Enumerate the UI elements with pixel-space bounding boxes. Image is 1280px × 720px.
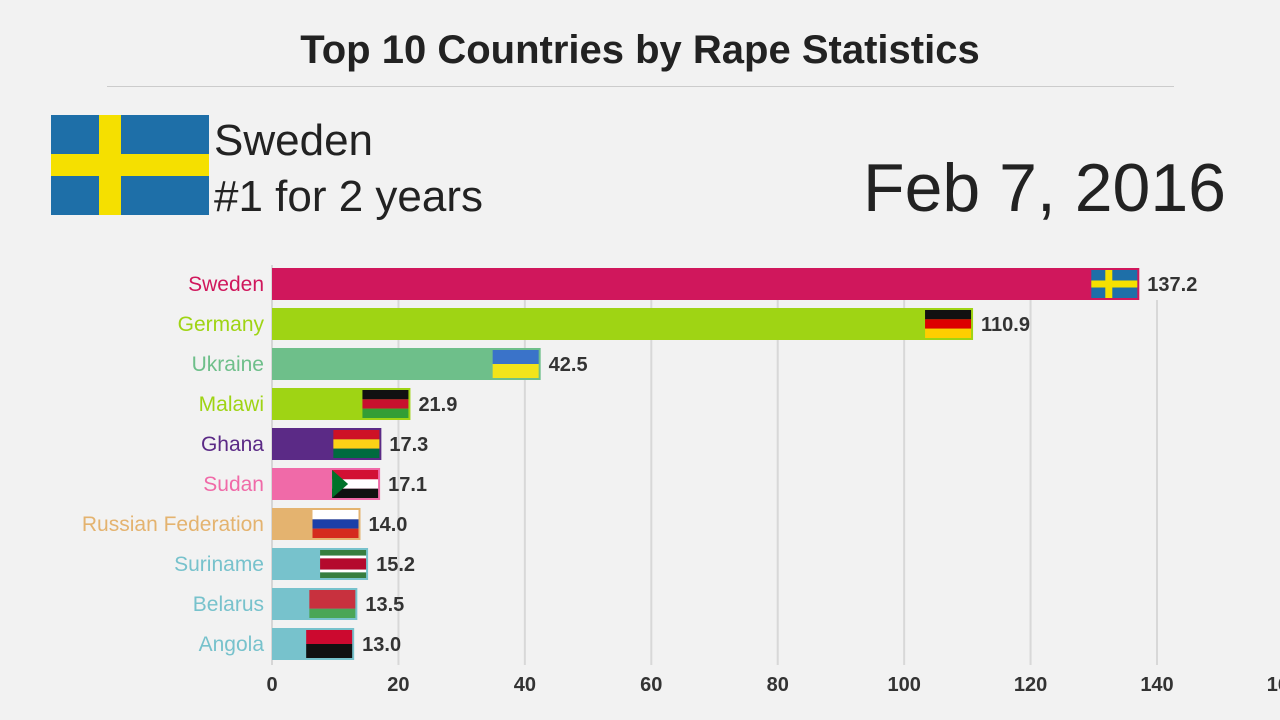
country-label: Germany <box>178 313 265 336</box>
value-label: 21.9 <box>418 394 457 416</box>
x-tick-label: 100 <box>887 674 920 696</box>
country-label: Russian Federation <box>82 513 264 536</box>
angola-flag-icon <box>306 630 353 658</box>
flag-part <box>332 488 379 498</box>
flag-part <box>925 328 972 338</box>
x-tick-label: 140 <box>1140 674 1173 696</box>
bar <box>272 308 974 340</box>
bar-row-suriname: Suriname 15.2 <box>174 548 415 580</box>
flag-part <box>320 572 367 578</box>
value-label: 13.0 <box>362 634 401 656</box>
value-label: 15.2 <box>376 554 415 576</box>
flag-part <box>312 519 359 529</box>
country-label: Angola <box>199 633 265 656</box>
flag-part <box>309 590 356 609</box>
value-label: 13.5 <box>365 594 404 616</box>
country-label: Malawi <box>199 393 264 416</box>
x-tick-label: 40 <box>514 674 536 696</box>
country-label: Suriname <box>174 553 264 576</box>
value-label: 17.3 <box>389 434 428 456</box>
flag-part <box>333 430 380 440</box>
flag-part <box>333 439 380 449</box>
flag-part <box>333 448 380 458</box>
ghana-flag-icon <box>333 430 380 458</box>
country-label: Belarus <box>193 593 264 616</box>
value-label: 14.0 <box>369 514 408 536</box>
malawi-flag-icon <box>362 390 409 418</box>
flag-part <box>332 470 379 480</box>
flag-part <box>492 364 539 378</box>
flag-part <box>925 319 972 329</box>
flag-part <box>312 528 359 538</box>
chart-title: Top 10 Countries by Rape Statistics <box>300 28 980 72</box>
suriname-flag-icon <box>320 550 367 578</box>
value-label: 42.5 <box>549 354 588 376</box>
bar-row-germany: Germany 110.9 <box>178 308 1030 340</box>
flag-part <box>925 310 972 320</box>
flag-part <box>309 608 356 618</box>
flag-part <box>332 479 379 489</box>
flag-part <box>320 558 367 570</box>
leader-subtitle: #1 for 2 years <box>214 172 484 221</box>
bar-row-sudan: Sudan 17.1 <box>203 468 427 500</box>
x-tick-label: 160 <box>1267 674 1280 696</box>
flag-part <box>320 569 367 573</box>
germany-flag-icon <box>925 310 972 338</box>
bar-row-sweden: Sweden 137.2 <box>188 268 1197 300</box>
bar-row-malawi: Malawi 21.9 <box>199 388 457 420</box>
value-label: 17.1 <box>388 474 427 496</box>
flag-part <box>362 408 409 418</box>
x-tick-label: 20 <box>387 674 409 696</box>
flag-part <box>332 470 349 498</box>
country-label: Sudan <box>203 473 264 496</box>
sudan-flag-icon <box>332 470 379 498</box>
x-tick-label: 60 <box>640 674 662 696</box>
bar-row-angola: Angola 13.0 <box>199 628 401 660</box>
russia-flag-icon <box>312 510 359 538</box>
value-label: 110.9 <box>981 314 1030 336</box>
bar-row-belarus: Belarus 13.5 <box>193 588 404 620</box>
flag-part <box>320 550 367 556</box>
leader-name: Sweden <box>214 116 374 165</box>
flag-part <box>320 555 367 559</box>
bar-row-ukraine: Ukraine 42.5 <box>192 348 588 380</box>
title-divider <box>107 86 1174 87</box>
country-label: Ghana <box>201 433 264 456</box>
flag-part <box>312 510 359 520</box>
bar-row-ghana: Ghana 17.3 <box>201 428 428 460</box>
flag-part <box>492 350 539 364</box>
x-tick-label: 80 <box>767 674 789 696</box>
country-label: Ukraine <box>192 353 264 376</box>
sweden-flag-icon <box>51 115 209 215</box>
flag-part <box>362 399 409 409</box>
bar <box>272 268 1140 300</box>
flag-part <box>1091 280 1138 288</box>
current-date: Feb 7, 2016 <box>863 150 1226 226</box>
bar-row-russia: Russian Federation 14.0 <box>82 508 408 540</box>
belarus-flag-icon <box>309 590 356 618</box>
value-label: 137.2 <box>1147 274 1197 296</box>
flag-part <box>306 644 353 658</box>
sweden-flag-icon <box>1091 270 1138 298</box>
ukraine-flag-icon <box>492 350 539 378</box>
flag-part <box>306 630 353 644</box>
country-label: Sweden <box>188 273 264 296</box>
x-tick-label: 0 <box>266 674 277 696</box>
x-tick-label: 120 <box>1014 674 1047 696</box>
flag-part <box>362 390 409 400</box>
